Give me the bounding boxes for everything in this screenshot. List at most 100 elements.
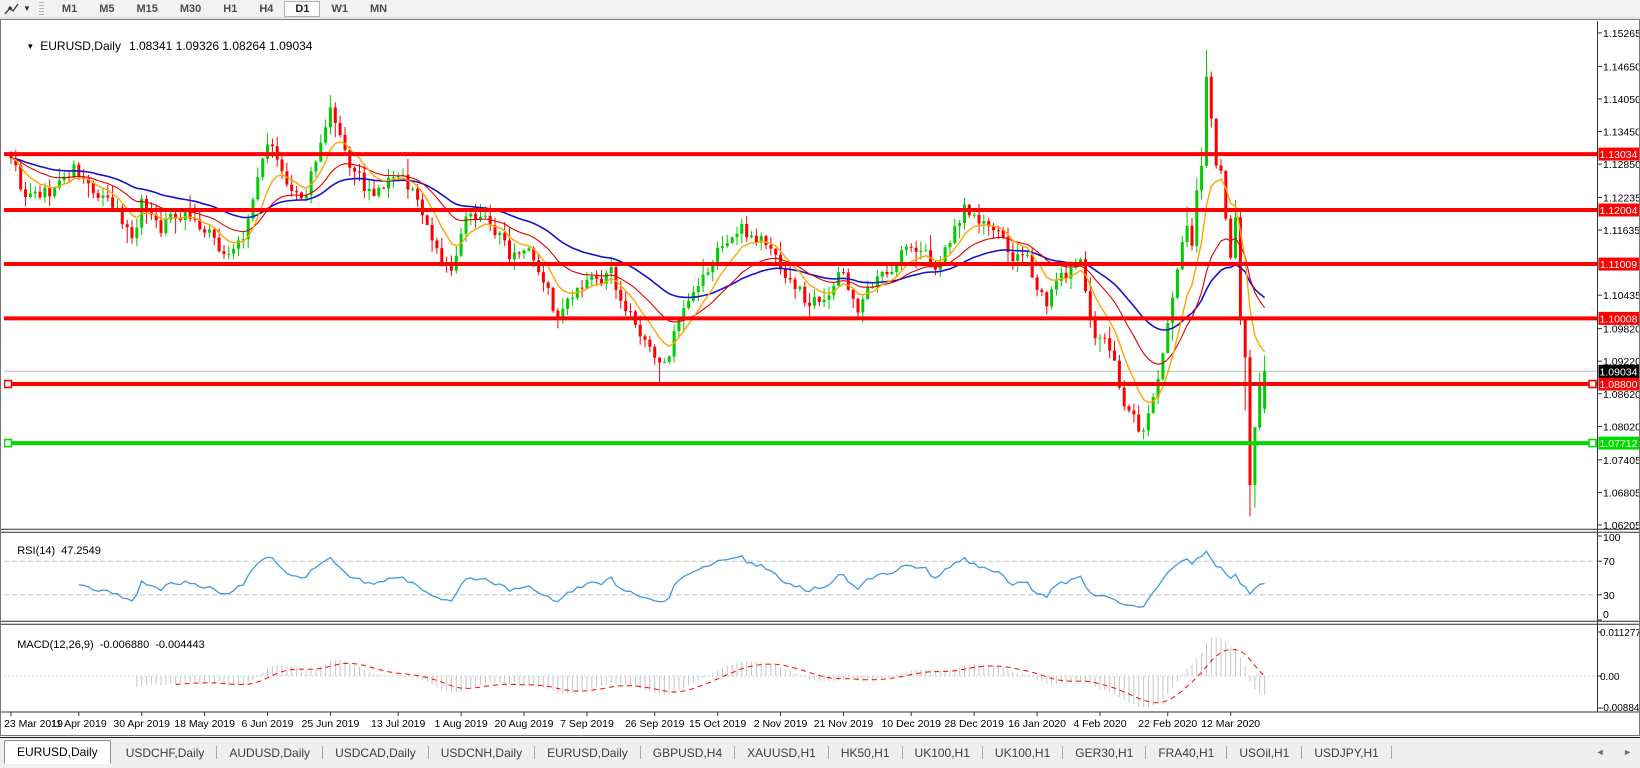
date-tick-label: 20 Aug 2019: [495, 718, 554, 730]
chart-tab-0[interactable]: EURUSD,Daily: [4, 740, 111, 764]
toolbar-grip[interactable]: [38, 2, 44, 15]
timeframe-button-h1[interactable]: H1: [223, 2, 238, 15]
chart-tab-3[interactable]: USDCAD,Daily: [335, 746, 416, 760]
up-candle-wicks: [29, 50, 1266, 508]
tab-separator: [1390, 746, 1392, 759]
main-price-panel[interactable]: [4, 50, 1597, 517]
price-tag-1.11009: [1598, 257, 1639, 271]
chart-tab-10[interactable]: UK100,H1: [994, 746, 1051, 760]
drawing-tool-button[interactable]: ▼: [0, 1, 35, 17]
ma-medium-line: [10, 157, 1266, 365]
price-tick-label: 1.08620: [1603, 389, 1639, 401]
date-tick-label: 28 Dec 2019: [944, 718, 1004, 730]
tab-separator: [216, 746, 218, 759]
line-handle[interactable]: [1588, 379, 1597, 389]
timeframe-button-m30[interactable]: M30: [179, 2, 202, 15]
macd-signal-value: -0.004443: [155, 639, 205, 651]
timeframe-button-m15[interactable]: M15: [136, 2, 158, 15]
chart-tab-1[interactable]: USDCHF,Daily: [125, 746, 205, 760]
date-tick-label: 21 Nov 2019: [814, 718, 874, 730]
chart-tab-5[interactable]: EURUSD,Daily: [547, 746, 628, 760]
chart-ohlc-values: 1.08341 1.09326 1.08264 1.09034: [128, 39, 313, 53]
timeframe-button-w1[interactable]: W1: [331, 2, 348, 15]
chart-tab-2[interactable]: AUDUSD,Daily: [229, 746, 311, 760]
down-candle-wicks: [10, 71, 1251, 517]
price-tick-label: 1.06805: [1603, 487, 1639, 499]
chart-tab-6[interactable]: GBPUSD,H4: [652, 746, 723, 760]
price-tick-label: 1.13450: [1603, 126, 1639, 138]
date-tick-label: 11 Apr 2019: [51, 718, 107, 730]
macd-indicator-label: MACD(12,26,9) -0.006880 -0.004443: [5, 627, 205, 663]
price-tick-label: 1.10435: [1603, 290, 1639, 302]
chart-tab-8[interactable]: HK50,H1: [840, 746, 890, 760]
chart-tab-12[interactable]: FRA40,H1: [1158, 746, 1215, 760]
date-tick-label: 25 Jun 2019: [302, 718, 360, 730]
chart-tab-14[interactable]: USDJPY,H1: [1314, 746, 1379, 760]
chart-tab-9[interactable]: UK100,H1: [914, 746, 970, 760]
rsi-value: 47.2549: [61, 545, 101, 557]
tab-separator: [1062, 746, 1064, 759]
tabs-scroll-right-arrow[interactable]: ►: [1623, 747, 1632, 757]
macd-histogram: [136, 637, 1266, 708]
timeframe-button-d1[interactable]: D1: [284, 0, 321, 17]
tab-separator: [534, 746, 536, 759]
price-tick-label: 1.12850: [1603, 159, 1639, 171]
price-tick-label: 1.08020: [1603, 421, 1639, 433]
rsi-scale-label: 0: [1603, 609, 1609, 621]
macd-scale-label: -0.008845: [1600, 703, 1639, 714]
price-tag-text: 1.10008: [1600, 313, 1638, 325]
price-tag-text: 1.11009: [1600, 259, 1637, 271]
timeframe-button-m5[interactable]: M5: [99, 2, 115, 15]
tab-separator: [827, 746, 829, 759]
timeframe-button-h4[interactable]: H4: [259, 2, 274, 15]
timeframe-button-m1[interactable]: M1: [61, 2, 78, 15]
price-tag-1.13034: [1598, 147, 1639, 161]
chart-tab-11[interactable]: GER30,H1: [1075, 746, 1134, 760]
rsi-label: RSI(14): [17, 545, 56, 557]
dropdown-caret-icon[interactable]: ▼: [23, 4, 31, 13]
line-handle[interactable]: [4, 379, 13, 389]
chart-title-caret-icon[interactable]: ▼: [26, 42, 35, 51]
rsi-line: [78, 550, 1265, 608]
tab-separator: [981, 746, 983, 759]
price-tick-label: 1.09820: [1603, 324, 1639, 336]
price-tag-text: 1.07712: [1600, 438, 1638, 450]
chart-window: 1.15265 1.14650 1.14050 1.13450 1.12850 1.122…: [0, 19, 1640, 736]
ma-slow-line: [10, 157, 1266, 331]
price-tick-label: 1.06205: [1603, 520, 1639, 532]
trendline-tool-icon: [4, 3, 19, 14]
date-tick-label: 6 Jun 2019: [242, 718, 294, 730]
chart-tab-7[interactable]: XAUUSD,H1: [747, 746, 816, 760]
tab-separator: [1301, 746, 1303, 759]
timeframe-toolbar: ▼ M1 M5 M15 M30 H1 H4 D1 W1 MN: [0, 0, 1640, 18]
date-tick-label: 18 May 2019: [174, 718, 235, 730]
chart-tab-4[interactable]: USDCNH,Daily: [440, 746, 523, 760]
tabs-scroll-left-arrow[interactable]: ◄: [1595, 747, 1605, 757]
price-tag-1.09034: [1598, 364, 1639, 378]
date-tick-label: 16 Jan 2020: [1008, 718, 1066, 730]
line-handle[interactable]: [1588, 438, 1597, 448]
ma-fast-line: [10, 140, 1266, 404]
rsi-panel[interactable]: 100 70 30 0: [4, 532, 1621, 621]
price-tag-1.12004: [1598, 203, 1639, 217]
date-tick-label: 1 Aug 2019: [435, 718, 488, 730]
rsi-indicator-label: RSI(14) 47.2549: [5, 533, 101, 569]
price-chart-svg[interactable]: 1.15265 1.14650 1.14050 1.13450 1.12850 1.122…: [1, 20, 1639, 735]
tab-separator: [1226, 746, 1228, 759]
date-tick-label: 23 Mar 2019: [4, 718, 63, 730]
line-handle[interactable]: [4, 438, 13, 448]
price-tick-label: 1.11635: [1603, 225, 1639, 237]
price-tick-label: 1.15265: [1603, 28, 1639, 40]
tab-separator: [901, 746, 903, 759]
chart-tab-13[interactable]: USOil,H1: [1239, 746, 1290, 760]
timeframe-button-mn[interactable]: MN: [369, 2, 388, 15]
tab-separator: [427, 746, 429, 759]
up-candle-bodies: [28, 76, 1267, 485]
macd-scale-label: 0.011277: [1600, 628, 1639, 639]
macd-panel[interactable]: 0.011277 0.00 -0.008845: [4, 628, 1639, 714]
date-tick-label: 30 Apr 2019: [113, 718, 170, 730]
price-tick-label: 1.12235: [1603, 192, 1639, 204]
macd-signal-line: [175, 649, 1265, 704]
macd-scale-label: 0.00: [1600, 672, 1620, 683]
